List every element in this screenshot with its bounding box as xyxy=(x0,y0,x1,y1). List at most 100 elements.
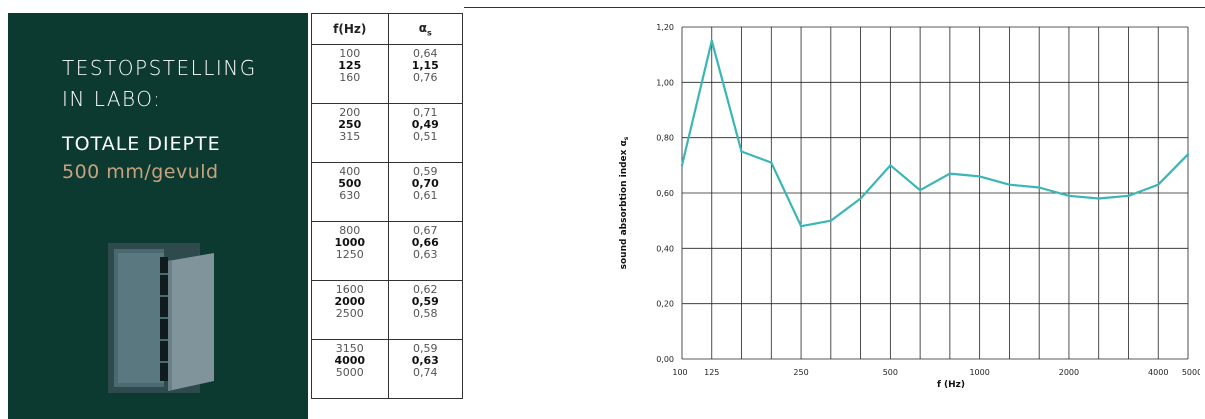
freq-value: 630 xyxy=(339,189,361,202)
alpha-cell: 0,59 0,63 0,74 xyxy=(387,339,464,399)
y-tick-label: 0,80 xyxy=(656,134,674,143)
freq-value: 2500 xyxy=(335,307,364,320)
data-point xyxy=(889,164,892,167)
data-point xyxy=(918,189,922,192)
freq-value: 3150 xyxy=(335,342,364,355)
table-row: 1600 2000 2500 0,62 0,59 0,58 xyxy=(311,280,464,340)
y-tick-label: 0,20 xyxy=(656,300,674,309)
top-divider xyxy=(464,7,1205,8)
freq-value: 400 xyxy=(339,165,361,178)
alpha-value: 0,67 xyxy=(413,224,438,237)
data-point xyxy=(1186,153,1190,156)
freq-header: f(Hz) xyxy=(311,13,389,45)
data-point xyxy=(859,197,862,200)
table-row: 400 500 630 0,59 0,70 0,61 xyxy=(311,162,464,222)
alpha-value: 0,76 xyxy=(413,71,438,84)
freq-value: 250 xyxy=(338,118,362,131)
x-tick-label: 100 xyxy=(672,368,687,377)
data-point xyxy=(1157,183,1160,186)
alpha-cell: 0,59 0,70 0,61 xyxy=(387,162,464,222)
freq-value: 1250 xyxy=(335,248,364,261)
freq-value: 500 xyxy=(338,177,362,190)
data-point xyxy=(1127,194,1130,197)
heading-line-1: TESTOPSTELLING xyxy=(62,56,257,80)
freq-value: 315 xyxy=(339,130,361,143)
table-row: 800 1000 1250 0,67 0,66 0,63 xyxy=(311,221,464,281)
y-tick-label: 0,00 xyxy=(656,355,674,364)
data-point xyxy=(1037,186,1041,189)
alpha-cell: 0,67 0,66 0,63 xyxy=(387,221,464,281)
x-tick-label: 250 xyxy=(793,368,808,377)
freq-cell: 400 500 630 xyxy=(311,162,389,222)
alpha-value: 0,71 xyxy=(413,106,438,119)
series-line xyxy=(680,39,1189,228)
alpha-cell: 0,62 0,59 0,58 xyxy=(387,280,464,340)
y-tick-label: 0,40 xyxy=(656,244,674,253)
x-tick-label: 1000 xyxy=(969,368,989,377)
freq-value: 4000 xyxy=(334,354,366,367)
alpha-value: 0,63 xyxy=(413,248,438,261)
y-axis-title: sound absorbtion index αs xyxy=(619,136,630,269)
x-tick-label: 500 xyxy=(883,368,898,377)
depth-label: TOTALE DIEPTE xyxy=(62,133,221,155)
alpha-cell: 0,71 0,49 0,51 xyxy=(387,103,464,163)
y-tick-label: 0,60 xyxy=(656,189,674,198)
freq-value: 100 xyxy=(339,47,361,60)
data-point xyxy=(740,150,743,153)
alpha-value: 0,62 xyxy=(413,283,438,296)
absorption-chart: 0,00 0,20 0,40 0,60 0,80 1,00 1,20 100 125 250 500… xyxy=(619,23,1200,388)
alpha-cell: 0,64 1,15 0,76 xyxy=(387,44,464,104)
data-point xyxy=(1008,183,1011,186)
alpha-value: 0,59 xyxy=(413,342,438,355)
data-point xyxy=(680,164,684,167)
alpha-value: 0,66 xyxy=(411,236,439,249)
alpha-value: 0,49 xyxy=(411,118,439,131)
alpha-value: 0,59 xyxy=(411,295,439,308)
table-row: 100 125 160 0,64 1,15 0,76 xyxy=(311,44,464,104)
freq-value: 1000 xyxy=(334,236,366,249)
x-axis-title: f (Hz) xyxy=(937,380,965,388)
wall-panel-icon xyxy=(108,243,214,393)
alpha-value: 0,59 xyxy=(413,165,438,178)
freq-cell: 200 250 315 xyxy=(311,103,389,163)
data-point xyxy=(799,225,803,228)
freq-value: 160 xyxy=(339,71,361,84)
freq-value: 2000 xyxy=(334,295,366,308)
freq-value: 200 xyxy=(339,106,361,119)
alpha-value: 0,64 xyxy=(413,47,438,60)
x-tick-label: 125 xyxy=(704,368,719,377)
panel-heading: TESTOPSTELLING IN LABO: xyxy=(62,53,257,115)
alpha-value: 0,61 xyxy=(413,189,438,202)
data-point xyxy=(1097,197,1100,200)
x-tick-label: 2000 xyxy=(1059,368,1079,377)
y-tick-label: 1,20 xyxy=(656,23,674,32)
y-tick-label: 1,00 xyxy=(656,78,674,87)
alpha-value: 0,70 xyxy=(411,177,439,190)
fill-label: 500 mm/gevuld xyxy=(62,161,219,183)
alpha-value: 0,58 xyxy=(413,307,438,320)
absorption-table: f(Hz) αs 100 125 160 0,64 1,15 0,76 200 250 315 0… xyxy=(311,13,464,399)
freq-cell: 800 1000 1250 xyxy=(311,221,389,281)
freq-cell: 100 125 160 xyxy=(311,44,389,104)
alpha-value: 0,63 xyxy=(411,354,439,367)
data-point xyxy=(978,175,981,178)
freq-value: 125 xyxy=(338,59,362,72)
info-panel: TESTOPSTELLING IN LABO: TOTALE DIEPTE 50… xyxy=(8,13,308,419)
alpha-value: 0,74 xyxy=(413,366,438,379)
data-point xyxy=(710,39,713,43)
table-row: 3150 4000 5000 0,59 0,63 0,74 xyxy=(311,339,464,399)
freq-cell: 3150 4000 5000 xyxy=(311,339,389,399)
heading-line-2: IN LABO: xyxy=(62,87,162,111)
data-point xyxy=(948,172,952,175)
x-tick-label: 4000 xyxy=(1148,368,1168,377)
alpha-header: αs xyxy=(387,13,464,45)
freq-value: 800 xyxy=(339,224,361,237)
table-header-row: f(Hz) αs xyxy=(311,13,464,45)
freq-value: 1600 xyxy=(335,283,364,296)
freq-value: 5000 xyxy=(335,366,364,379)
table-row: 200 250 315 0,71 0,49 0,51 xyxy=(311,103,464,163)
data-point xyxy=(770,161,773,164)
alpha-value: 1,15 xyxy=(411,59,439,72)
alpha-value: 0,51 xyxy=(413,130,438,143)
x-tick-label: 5000 xyxy=(1182,368,1200,377)
